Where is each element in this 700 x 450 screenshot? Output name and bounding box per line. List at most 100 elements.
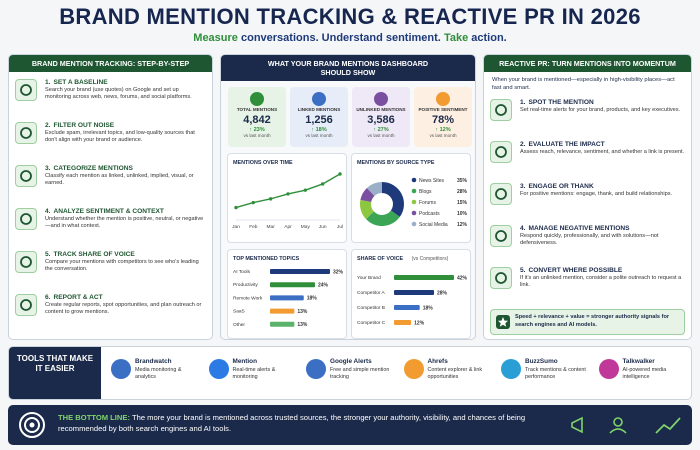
- step-number: 1.: [45, 79, 51, 86]
- category-label: Productivity: [233, 282, 258, 288]
- step-desc: Create regular reports, spot opportuniti…: [45, 302, 202, 316]
- kpi-card: UNLINKED MENTIONS 3,586 ↑ 27% vs last month: [352, 87, 410, 147]
- tool: Brandwatch Media monitoring & analytics: [107, 353, 203, 395]
- x-tick-label: Apr: [284, 224, 292, 230]
- step-number: 3.: [45, 165, 51, 172]
- step-icon: [490, 225, 512, 247]
- step-text: 4. ANALYZE SENTIMENT & CONTEXT Understand …: [45, 208, 206, 231]
- category-label: AI Tools: [233, 269, 251, 275]
- bar: [270, 295, 304, 301]
- panel-title: BRAND MENTION TRACKING: STEP-BY-STEP: [9, 55, 212, 72]
- step-title: 3. CATEGORIZE MENTIONS: [45, 165, 206, 172]
- value-label: 32%: [333, 269, 344, 275]
- tool-desc: Free and simple mention tracking: [330, 367, 390, 381]
- step-text: 1. SET A BASELINE Search your brand (use q…: [45, 79, 206, 102]
- step-number: 1.: [520, 99, 526, 106]
- kpi-note: vs last month: [243, 133, 271, 138]
- step-number: 5.: [520, 267, 526, 274]
- bar: [270, 308, 295, 314]
- step-title: 1. SET A BASELINE: [45, 79, 206, 86]
- step-text: 3. ENGAGE OR THANK For positive mentions: …: [520, 183, 685, 198]
- tagline-part: action.: [471, 32, 507, 44]
- step-number: 3.: [520, 183, 526, 190]
- kpi-value: 3,586: [367, 114, 395, 126]
- value-label: 12%: [457, 222, 468, 228]
- kpi-icon: [374, 92, 388, 106]
- legend-dot: [411, 210, 417, 216]
- tool: Mention Real-time alerts & monitoring: [205, 353, 301, 395]
- tool-name: Ahrefs: [427, 358, 448, 365]
- right-panel: REACTIVE PR: TURN MENTIONS INTO MOMENTUM…: [483, 54, 692, 340]
- kpi-change: ↑ 18%: [311, 127, 327, 133]
- title: BRAND MENTION TRACKING & REACTIVE PR IN …: [59, 4, 641, 29]
- line-point: [320, 182, 325, 186]
- step-icon: [490, 99, 512, 121]
- tool: Talkwalker AI-powered media intelligence: [595, 353, 691, 395]
- icon-glyph: [495, 230, 507, 242]
- tool-name: BuzzSumo: [525, 358, 558, 365]
- category-label: Competitor B: [357, 305, 385, 311]
- step-text: 2. EVALUATE THE IMPACT Assess reach, relev…: [520, 141, 685, 156]
- tools-row: TOOLS THAT MAKE IT EASIER Brandwatch Medi…: [8, 346, 692, 400]
- icon-shape: [20, 299, 32, 311]
- donut-slice: [366, 182, 382, 196]
- chart-title: SHARE OF VOICE: [357, 256, 404, 262]
- icon-shape: [495, 230, 507, 242]
- line-point: [286, 192, 290, 196]
- step-heading: TRACK SHARE OF VOICE: [53, 251, 135, 258]
- step-title: 2. FILTER OUT NOISE: [45, 122, 206, 129]
- kpi-card: LINKED MENTIONS 1,256 ↑ 18% vs last month: [290, 87, 348, 147]
- category-label: Competitor C: [357, 320, 386, 326]
- step-desc: Understand whether the mention is positi…: [45, 216, 204, 230]
- category-label: Competitor A: [357, 290, 386, 296]
- tool-desc: Real-time alerts & monitoring: [232, 367, 276, 381]
- chart-card: MENTIONS BY SOURCE TYPE News Sites 35% Blog…: [351, 153, 471, 243]
- kpi-change: ↑ 23%: [249, 127, 265, 133]
- step-desc: Assess reach, relevance, sentiment, and …: [520, 149, 685, 155]
- line-point: [303, 188, 308, 192]
- bar: [270, 269, 330, 274]
- chart-title: MENTIONS BY SOURCE TYPE: [357, 160, 435, 166]
- step-desc: Set real-time alerts for your brand, pro…: [520, 107, 681, 113]
- donut-slice: [360, 187, 375, 202]
- tool-desc: AI-powered media intelligence: [622, 367, 667, 381]
- icon-shape: [495, 104, 507, 116]
- kpi-note: vs last month: [305, 133, 333, 138]
- step-title: 6. REPORT & ACT: [45, 294, 206, 301]
- bottom-line: THE BOTTOM LINE: The more your brand is …: [58, 412, 558, 434]
- step-text: 2. FILTER OUT NOISE Exclude spam, irreleva…: [45, 122, 206, 145]
- legend-label: Podcasts: [419, 211, 440, 217]
- line-point: [268, 197, 273, 201]
- icon-shape: [20, 170, 32, 182]
- icon-glyph: [495, 188, 507, 200]
- value-label: 18%: [307, 296, 318, 302]
- value-label: 28%: [457, 189, 468, 195]
- step-icon: [15, 208, 37, 230]
- tagline-part: Measure: [193, 32, 238, 44]
- panel-title: WHAT YOUR BRAND MENTIONS DASHBOARD SHOUL…: [221, 55, 475, 81]
- bar: [270, 282, 315, 288]
- kpi-change: ↑ 27%: [373, 127, 389, 133]
- x-tick-label: Jul: [337, 224, 343, 230]
- kpi-card: TOTAL MENTIONS 4,842 ↑ 23% vs last month: [228, 87, 286, 147]
- value-label: 24%: [318, 283, 329, 289]
- donut-slice: [365, 210, 400, 226]
- value-label: 28%: [437, 290, 448, 296]
- icon-glyph: [20, 256, 32, 268]
- icon-glyph: [20, 213, 32, 225]
- value-label: 18%: [423, 305, 434, 311]
- tool-name: Brandwatch: [135, 358, 172, 365]
- kpi-label: LINKED MENTIONS: [297, 107, 341, 112]
- icon-shape: [20, 84, 32, 96]
- step-number: 4.: [45, 208, 51, 215]
- kpi-label: POSITIVE SENTIMENT: [418, 107, 468, 112]
- value-label: 13%: [297, 309, 308, 315]
- step-number: 6.: [45, 294, 51, 301]
- bottom-line-label: THE BOTTOM LINE:: [58, 413, 130, 422]
- x-tick-label: May: [301, 224, 311, 230]
- kpi-label: TOTAL MENTIONS: [236, 107, 278, 112]
- tool-desc: Media monitoring & analytics: [135, 367, 182, 381]
- kpi-icon: [250, 92, 264, 106]
- step-title: 3. ENGAGE OR THANK: [520, 183, 685, 190]
